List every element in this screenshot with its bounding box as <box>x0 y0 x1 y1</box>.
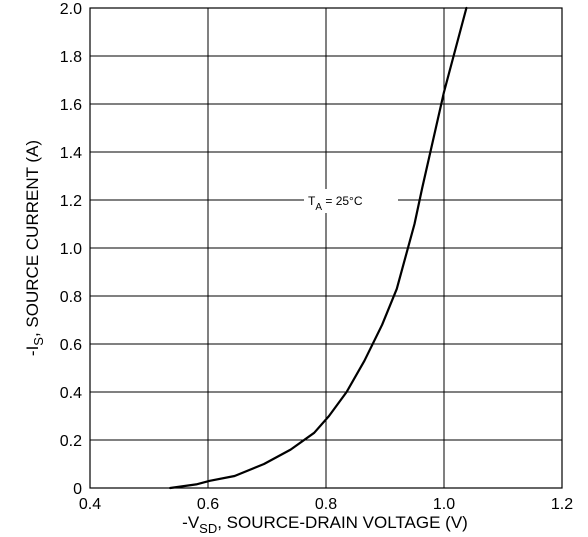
x-tick-label: 1.0 <box>433 496 455 513</box>
tick-labels: 0.4 0.6 0.8 1.0 1.2 0 0.2 0.4 0.6 0.8 1.0 1.2 1.4 1.6… <box>60 1 573 513</box>
y-tick-label: 1.0 <box>60 241 82 258</box>
y-axis-title: -IS, SOURCE CURRENT (A) <box>23 140 46 356</box>
temperature-annotation: TA = 25°C <box>304 189 398 213</box>
y-tick-label: 1.2 <box>60 193 82 210</box>
y-tick-label: 1.8 <box>60 49 82 66</box>
y-tick-label: 0.6 <box>60 337 82 354</box>
y-tick-label: 1.4 <box>60 145 82 162</box>
y-tick-label: 0.8 <box>60 289 82 306</box>
x-tick-label: 0.6 <box>197 496 219 513</box>
y-tick-label: 0.4 <box>60 385 82 402</box>
y-tick-label: 1.6 <box>60 97 82 114</box>
y-tick-label: 2.0 <box>60 1 82 18</box>
x-axis-title: -VSD, SOURCE-DRAIN VOLTAGE (V) <box>182 513 468 536</box>
x-tick-label: 0.4 <box>79 496 101 513</box>
y-tick-label: 0 <box>73 481 82 498</box>
x-tick-label: 1.2 <box>551 496 573 513</box>
x-tick-label: 0.8 <box>315 496 337 513</box>
y-tick-label: 0.2 <box>60 433 82 450</box>
grid <box>90 8 562 488</box>
